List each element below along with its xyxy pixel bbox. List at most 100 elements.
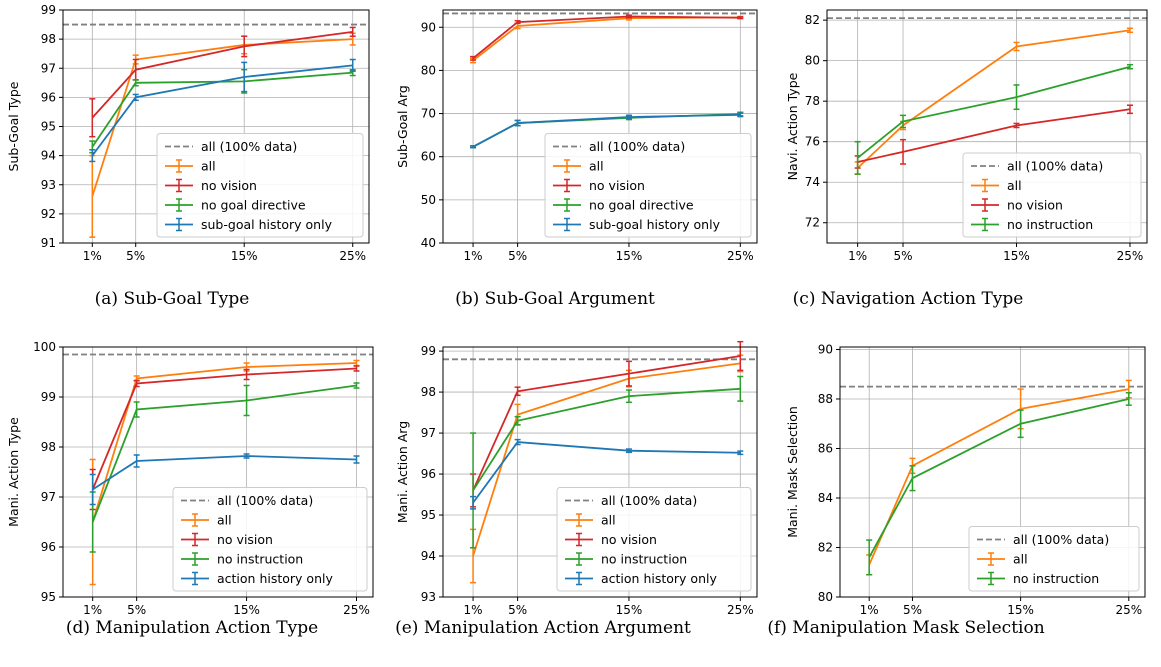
series-line bbox=[472, 362, 741, 557]
x-tick-label: 25% bbox=[1115, 603, 1142, 617]
y-axis-label: Mani. Action Type bbox=[6, 417, 21, 527]
error-bar bbox=[900, 138, 907, 165]
legend-item: all bbox=[565, 513, 616, 528]
legend-box bbox=[544, 133, 752, 238]
series-line bbox=[868, 388, 1129, 566]
y-tick-label: 96 bbox=[41, 90, 56, 104]
series-line bbox=[472, 355, 741, 491]
y-axis-label: Mani. Mask Selection bbox=[785, 406, 800, 538]
x-tick-label: 15% bbox=[1003, 249, 1030, 263]
series-line bbox=[91, 71, 353, 148]
error-bar bbox=[625, 448, 632, 454]
error-bar bbox=[1017, 409, 1024, 439]
legend-item: no vision bbox=[565, 532, 657, 547]
y-axis-label: Sub-Goal Arg bbox=[395, 85, 410, 168]
error-bar bbox=[133, 401, 140, 418]
error-bar bbox=[241, 35, 248, 58]
x-tick-label: 5% bbox=[508, 603, 527, 617]
legend: all (100% data) all no instruction bbox=[968, 526, 1140, 592]
x-tick-label: 15% bbox=[616, 603, 643, 617]
legend-item: all (100% data) bbox=[553, 139, 685, 154]
y-tick-label: 97 bbox=[41, 61, 56, 75]
y-tick-label: 78 bbox=[805, 94, 820, 108]
error-bar bbox=[349, 58, 356, 72]
y-tick-label: 82 bbox=[818, 540, 833, 554]
legend-box bbox=[156, 133, 364, 238]
y-tick-label: 70 bbox=[421, 107, 436, 121]
error-bar bbox=[625, 360, 632, 387]
x-tick-label: 25% bbox=[339, 249, 366, 263]
y-axis-label: Navi. Action Type bbox=[785, 72, 800, 180]
y-tick-label: 97 bbox=[421, 426, 436, 440]
y-tick-label: 95 bbox=[41, 120, 56, 134]
y-tick-label: 80 bbox=[805, 54, 820, 68]
series-line bbox=[472, 113, 741, 148]
error-bar bbox=[353, 382, 360, 389]
error-bar bbox=[625, 114, 632, 120]
error-bar bbox=[909, 465, 916, 492]
y-tick-label: 99 bbox=[421, 344, 436, 358]
legend-item: no instruction bbox=[565, 552, 687, 567]
series-line bbox=[857, 29, 1131, 169]
series-line bbox=[472, 441, 741, 504]
error-bar bbox=[132, 93, 139, 102]
legend-label: no vision bbox=[601, 532, 657, 547]
error-bar bbox=[625, 14, 632, 19]
legend-item: all (100% data) bbox=[971, 159, 1103, 174]
legend-label: all bbox=[201, 159, 216, 174]
y-tick-label: 98 bbox=[421, 385, 436, 399]
legend-label: all (100% data) bbox=[217, 493, 313, 508]
x-tick-label: 5% bbox=[894, 249, 913, 263]
legend-label: no instruction bbox=[217, 552, 303, 567]
y-tick-label: 82 bbox=[805, 13, 820, 27]
legend-label: no goal directive bbox=[201, 198, 306, 213]
panel-caption: (d) Manipulation Action Type bbox=[66, 618, 318, 638]
y-tick-label: 72 bbox=[805, 216, 820, 230]
y-axis-label: Mani. Action Arg bbox=[395, 421, 410, 523]
error-bar bbox=[737, 112, 744, 118]
legend-label: no instruction bbox=[601, 552, 687, 567]
x-tick-label: 1% bbox=[83, 603, 102, 617]
legend: all (100% data) all no vision no instructio… bbox=[962, 152, 1142, 238]
x-tick-label: 15% bbox=[1007, 603, 1034, 617]
legend-label: all bbox=[217, 513, 232, 528]
legend-item: all (100% data) bbox=[165, 139, 297, 154]
y-tick-label: 76 bbox=[805, 135, 820, 149]
legend-label: all bbox=[589, 159, 604, 174]
error-bar bbox=[514, 415, 521, 426]
legend-item: all (100% data) bbox=[977, 532, 1109, 547]
legend-label: all (100% data) bbox=[201, 139, 297, 154]
legend-item: all bbox=[977, 552, 1028, 567]
error-bar bbox=[514, 119, 521, 127]
error-bar bbox=[349, 26, 356, 37]
legend-label: sub-goal history only bbox=[589, 217, 721, 232]
y-tick-label: 99 bbox=[41, 390, 56, 404]
panel-caption: (a) Sub-Goal Type bbox=[95, 289, 250, 309]
axes-frame bbox=[442, 346, 758, 598]
error-bar bbox=[854, 140, 861, 175]
y-tick-label: 90 bbox=[818, 342, 833, 356]
y-tick-label: 80 bbox=[421, 63, 436, 77]
chart-panel-b: 1% 5% 15% 25% 40 50 60 70 80 90 Sub-Goal Arg all (1… bbox=[395, 9, 758, 309]
panel-caption: (e) Manipulation Action Argument bbox=[395, 618, 691, 638]
legend-box bbox=[172, 487, 368, 592]
legend-label: all (100% data) bbox=[1007, 159, 1103, 174]
y-tick-label: 90 bbox=[421, 20, 436, 34]
legend: all (100% data) all no vision no instructio… bbox=[556, 487, 752, 592]
error-bar bbox=[243, 368, 250, 381]
legend-item: no vision bbox=[181, 532, 273, 547]
error-bar bbox=[470, 145, 477, 149]
x-tick-label: 5% bbox=[126, 249, 145, 263]
x-tick-label: 1% bbox=[83, 249, 102, 263]
legend-label: all bbox=[601, 513, 616, 528]
y-tick-label: 74 bbox=[805, 175, 820, 189]
chart-panel-a: 1% 5% 15% 25% 91 92 93 94 95 96 97 98 99 Sub-Goal Typ… bbox=[6, 3, 370, 309]
y-tick-label: 94 bbox=[421, 549, 436, 563]
panel-caption: (c) Navigation Action Type bbox=[793, 289, 1024, 309]
y-tick-label: 96 bbox=[421, 467, 436, 481]
series-line bbox=[91, 367, 357, 490]
error-bar bbox=[89, 473, 96, 506]
error-bar bbox=[470, 432, 477, 549]
series-line bbox=[472, 15, 741, 60]
